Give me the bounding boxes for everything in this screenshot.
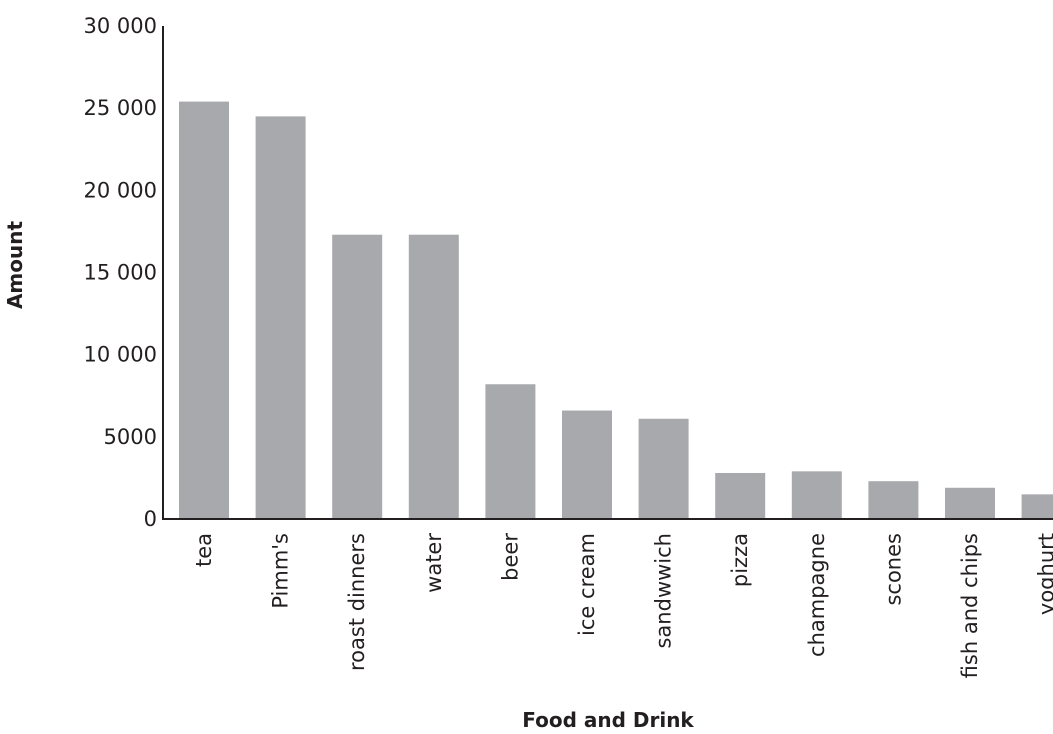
y-axis-title: Amount [3, 221, 27, 310]
x-tick-label: sandwwich [652, 533, 676, 649]
x-tick-label: scones [881, 533, 905, 606]
x-tick-label: tea [192, 533, 216, 567]
x-tick-label: ice cream [575, 533, 599, 636]
bar [715, 472, 766, 519]
y-tick-label: 5000 [104, 425, 157, 449]
y-tick-label: 10 000 [84, 343, 157, 367]
bar [638, 418, 689, 519]
y-tick-label: 20 000 [84, 178, 157, 202]
x-tick-label: beer [498, 533, 522, 581]
y-tick-label: 0 [144, 507, 157, 531]
bar [1021, 494, 1053, 519]
x-tick-label: pizza [728, 533, 752, 587]
bar [791, 471, 842, 519]
x-tick-label: champagne [805, 533, 829, 657]
bar [485, 384, 536, 519]
bar [332, 234, 383, 519]
bar [179, 101, 229, 520]
x-tick-label: fish and chips [958, 533, 982, 678]
bars [179, 101, 1053, 520]
y-axis-ticks: 0 5000 10 000 15 000 20 000 25 000 30 000 [84, 14, 157, 531]
x-tick-label: Pimm's [269, 533, 293, 609]
bar [408, 234, 459, 519]
x-tick-label: water [422, 533, 446, 593]
bar [255, 116, 306, 519]
y-tick-label: 30 000 [84, 14, 157, 38]
x-tick-label: yoghurt [1035, 533, 1053, 615]
y-tick-label: 25 000 [84, 96, 157, 120]
y-tick-label: 15 000 [84, 261, 157, 285]
bar [868, 481, 919, 519]
x-tick-label: roast dinners [345, 533, 369, 671]
x-axis-title: Food and Drink [522, 708, 694, 732]
bar [562, 410, 612, 519]
bar [945, 487, 995, 519]
x-axis-tick-labels: tea Pimm's roast dinners water beer ice cream… [192, 533, 1053, 679]
